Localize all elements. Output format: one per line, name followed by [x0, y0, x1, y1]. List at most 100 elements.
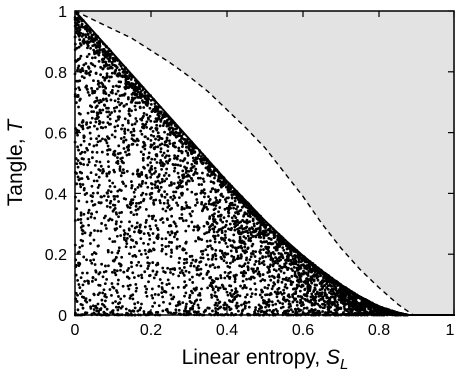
- data-point: [85, 200, 89, 204]
- data-point: [164, 252, 168, 256]
- data-point: [101, 75, 105, 79]
- data-point: [238, 264, 242, 268]
- data-point: [222, 216, 226, 220]
- data-point: [171, 142, 175, 146]
- data-point: [93, 56, 97, 60]
- data-point: [111, 301, 115, 305]
- data-point: [208, 163, 211, 167]
- data-point: [191, 156, 195, 160]
- data-point: [95, 137, 98, 141]
- data-point: [293, 256, 297, 260]
- data-point: [232, 298, 235, 302]
- data-point: [118, 103, 122, 107]
- data-point: [84, 62, 88, 65]
- data-point: [76, 133, 79, 137]
- data-point: [327, 297, 331, 300]
- data-point: [179, 159, 182, 162]
- data-point: [312, 290, 316, 294]
- data-point: [130, 137, 134, 141]
- data-point: [208, 239, 212, 243]
- data-point: [113, 99, 117, 103]
- data-point: [136, 301, 140, 304]
- data-point: [178, 271, 182, 275]
- data-point: [297, 258, 301, 261]
- data-point: [143, 101, 147, 104]
- data-point: [243, 306, 247, 310]
- data-point: [177, 149, 181, 153]
- data-point: [291, 310, 295, 314]
- data-point: [96, 191, 100, 195]
- data-point: [156, 131, 160, 135]
- data-point: [116, 100, 120, 104]
- data-point: [105, 198, 109, 202]
- data-point: [245, 277, 248, 281]
- data-point: [95, 179, 99, 183]
- data-point: [102, 288, 106, 292]
- data-point: [77, 64, 81, 68]
- data-point: [182, 286, 186, 289]
- data-point: [82, 135, 86, 139]
- data-point: [196, 310, 200, 314]
- data-point: [139, 150, 143, 154]
- data-point: [84, 297, 88, 301]
- data-point: [214, 277, 218, 280]
- data-point: [116, 159, 120, 163]
- data-point: [135, 81, 138, 85]
- data-point: [224, 287, 227, 291]
- data-point: [165, 124, 169, 128]
- data-point: [321, 310, 325, 313]
- data-point: [125, 275, 129, 279]
- data-point: [106, 160, 110, 164]
- data-point: [371, 311, 375, 315]
- data-point: [253, 255, 257, 258]
- x-axis-title-text: Linear entropy,: [182, 346, 326, 369]
- data-point: [251, 269, 255, 273]
- data-point: [314, 292, 318, 296]
- data-point: [101, 83, 105, 86]
- data-point: [249, 287, 253, 291]
- data-point: [135, 225, 139, 229]
- data-point: [214, 189, 218, 193]
- data-point: [216, 288, 220, 292]
- data-point: [174, 304, 178, 308]
- data-point: [102, 49, 106, 53]
- data-point: [235, 207, 238, 211]
- data-point: [92, 308, 96, 311]
- data-point: [172, 169, 176, 173]
- data-point: [238, 237, 242, 241]
- data-point: [114, 222, 118, 226]
- data-point: [324, 311, 327, 314]
- data-point: [282, 288, 286, 292]
- data-point: [113, 135, 117, 139]
- data-point: [310, 302, 314, 306]
- data-point: [177, 274, 181, 278]
- data-point: [99, 98, 102, 102]
- data-point: [218, 179, 222, 183]
- data-point: [158, 181, 162, 185]
- data-point: [153, 292, 157, 296]
- data-point: [330, 289, 334, 293]
- data-point: [205, 231, 209, 235]
- data-point: [305, 306, 309, 310]
- data-point: [313, 303, 316, 307]
- data-point: [238, 294, 242, 298]
- data-point: [130, 186, 133, 190]
- data-point: [117, 278, 120, 282]
- data-point: [127, 153, 131, 156]
- data-point: [306, 290, 309, 294]
- data-point: [225, 219, 229, 223]
- data-point: [141, 158, 145, 162]
- data-point: [252, 224, 256, 228]
- data-point: [153, 183, 157, 187]
- data-point: [191, 304, 195, 308]
- data-point: [121, 168, 125, 172]
- data-point: [239, 220, 243, 224]
- data-point: [230, 295, 234, 298]
- data-point: [375, 310, 379, 314]
- data-point: [126, 96, 130, 99]
- data-point: [282, 298, 286, 302]
- data-point: [262, 234, 266, 238]
- data-point: [101, 108, 105, 112]
- data-point: [199, 250, 203, 253]
- data-point: [180, 269, 184, 272]
